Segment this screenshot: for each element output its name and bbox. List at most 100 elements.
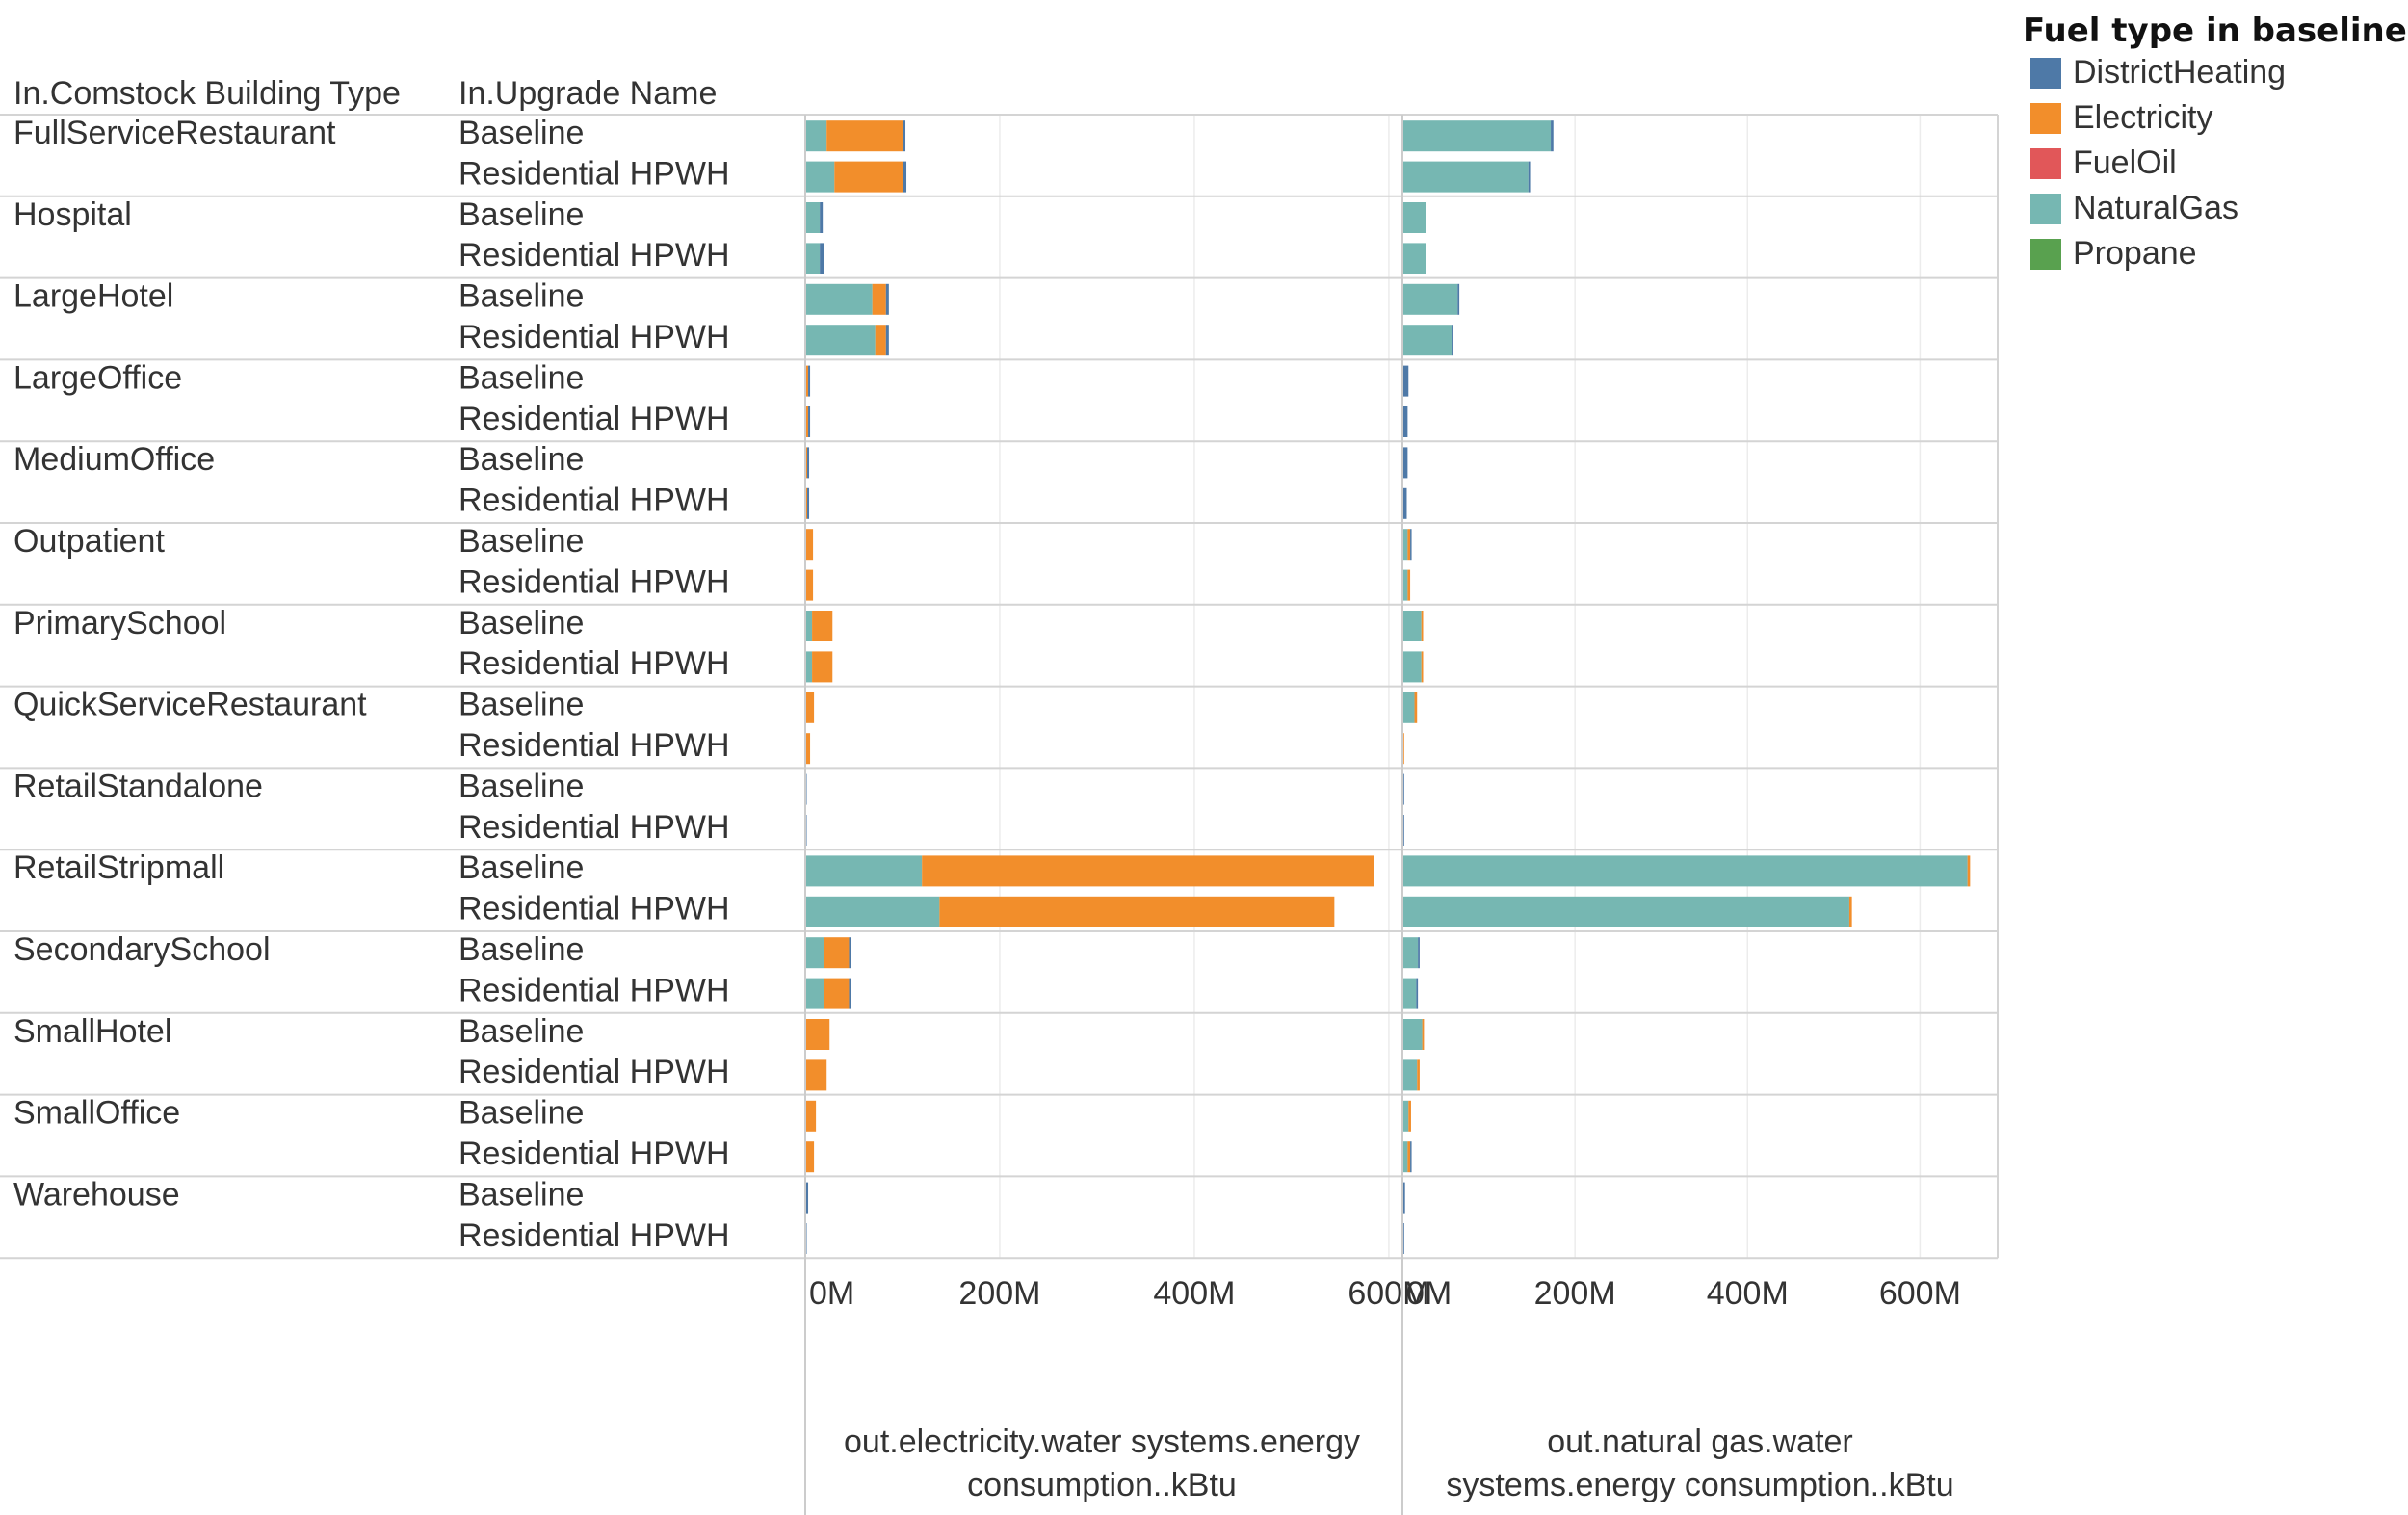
- building-type-label: SecondarySchool: [13, 931, 271, 968]
- bar-segment-naturalgas: [1402, 692, 1415, 723]
- bar-segment-districtheating: [1402, 447, 1408, 479]
- bar-segment-electricity: [805, 487, 808, 519]
- bar-segment-districtheating: [1402, 1182, 1405, 1214]
- tick-label: 200M: [958, 1275, 1040, 1312]
- bar-segment-naturalgas: [1402, 283, 1458, 315]
- bar-segment-electricity: [1408, 1100, 1411, 1132]
- legend-item-naturalgas[interactable]: NaturalGas: [2023, 186, 2403, 231]
- upgrade-label: Residential HPWH: [458, 483, 730, 519]
- legend-label: FuelOil: [2073, 144, 2177, 181]
- bar-segment-electricity: [826, 120, 903, 152]
- tick-label: 400M: [1707, 1275, 1789, 1312]
- bar-segment-electricity: [805, 447, 808, 479]
- bar-segment-naturalgas: [805, 120, 827, 152]
- bar-segment-districtheating: [1402, 487, 1407, 519]
- bar-segment-electricity: [834, 161, 903, 193]
- bar-segment-naturalgas: [1402, 1059, 1418, 1091]
- bar-segment-electricity: [1421, 651, 1424, 683]
- bar-segment-districtheating: [1402, 365, 1409, 397]
- bars: [805, 120, 1971, 1254]
- upgrade-label: Residential HPWH: [458, 563, 730, 600]
- upgrade-label: Baseline: [458, 278, 584, 315]
- axis-title: systems.energy consumption..kBtu: [1446, 1467, 1953, 1503]
- bar-segment-naturalgas: [805, 651, 813, 683]
- bar-segment-electricity: [1414, 692, 1418, 723]
- legend-swatch: [2030, 57, 2061, 89]
- tick-label: 0M: [1406, 1275, 1452, 1312]
- bar-segment-districtheating: [1416, 978, 1419, 1009]
- bar-segment-naturalgas: [805, 325, 876, 356]
- upgrade-label: Baseline: [458, 1095, 584, 1132]
- legend-item-propane[interactable]: Propane: [2023, 231, 2403, 276]
- bar-segment-electricity: [875, 325, 886, 356]
- bar-segment-naturalgas: [1402, 1019, 1423, 1050]
- bar-segment-electricity: [1417, 1059, 1420, 1091]
- bar-segment-naturalgas: [1402, 243, 1426, 274]
- upgrade-label: Residential HPWH: [458, 727, 730, 764]
- bar-segment-electricity: [824, 978, 850, 1009]
- bar-segment-districtheating: [1528, 161, 1531, 193]
- category-labels: FullServiceRestaurant BaselineResidential…: [13, 115, 730, 1254]
- legend-label: DistrictHeating: [2073, 54, 2287, 91]
- bar-segment-electricity: [805, 365, 809, 397]
- upgrade-label: Residential HPWH: [458, 972, 730, 1008]
- bar-segment-electricity: [1422, 1019, 1425, 1050]
- bar-segment-electricity: [805, 529, 814, 561]
- building-type-label: SmallHotel: [13, 1013, 171, 1050]
- tick-label: 0M: [809, 1275, 854, 1312]
- bar-segment-electricity: [805, 692, 815, 723]
- upgrade-label: Baseline: [458, 849, 584, 886]
- bar-segment-districtheating: [903, 161, 907, 193]
- bar-segment-districtheating: [808, 406, 811, 437]
- legend-item-districtheating[interactable]: DistrictHeating: [2023, 50, 2403, 95]
- bar-segment-electricity: [805, 1100, 817, 1132]
- bar-segment-districtheating: [805, 1182, 809, 1214]
- bar-segment-naturalgas: [1402, 1141, 1408, 1173]
- bar-segment-naturalgas: [1402, 1100, 1409, 1132]
- upgrade-label: Residential HPWH: [458, 1136, 730, 1172]
- bar-segment-districtheating: [1452, 325, 1453, 356]
- legend-label: NaturalGas: [2073, 190, 2238, 226]
- bar-segment-naturalgas: [1402, 937, 1419, 969]
- upgrade-label: Baseline: [458, 115, 584, 151]
- bar-segment-districtheating: [1457, 283, 1460, 315]
- upgrade-label: Residential HPWH: [458, 401, 730, 437]
- bar-segment-districtheating: [1551, 120, 1554, 152]
- upgrade-label: Residential HPWH: [458, 891, 730, 927]
- upgrade-label: Baseline: [458, 1013, 584, 1050]
- bar-segment-electricity: [805, 406, 809, 437]
- bar-segment-naturalgas: [1402, 896, 1849, 927]
- row-header-labels: In.Comstock Building Type In.Upgrade Nam…: [13, 75, 717, 112]
- bar-segment-electricity: [1421, 611, 1424, 641]
- building-type-label: PrimarySchool: [13, 605, 226, 641]
- upgrade-label: Baseline: [458, 196, 584, 233]
- bar-segment-electricity: [805, 1019, 830, 1050]
- bar-segment-naturalgas: [1402, 855, 1968, 887]
- legend-title: Fuel type in baseline: [2023, 12, 2407, 50]
- upgrade-label: Baseline: [458, 687, 584, 723]
- bar-segment-naturalgas: [805, 611, 813, 641]
- legend-item-electricity[interactable]: Electricity: [2023, 95, 2403, 141]
- upgrade-label: Residential HPWH: [458, 1054, 730, 1090]
- bar-segment-naturalgas: [1402, 611, 1422, 641]
- building-type-label: Warehouse: [13, 1176, 180, 1213]
- bar-segment-districtheating: [885, 283, 889, 315]
- bar-segment-districtheating: [849, 978, 851, 1009]
- building-type-label: RetailStripmall: [13, 849, 224, 886]
- legend-items: DistrictHeating Electricity FuelOil Natural…: [2023, 50, 2403, 276]
- bar-segment-naturalgas: [805, 978, 824, 1009]
- bar-segment-districtheating: [820, 243, 824, 274]
- upgrade-label: Residential HPWH: [458, 645, 730, 682]
- bar-segment-naturalgas: [805, 202, 821, 233]
- building-type-label: SmallOffice: [13, 1095, 180, 1132]
- bar-segment-districtheating: [885, 325, 889, 356]
- building-type-label: MediumOffice: [13, 441, 215, 478]
- legend-item-fueloil[interactable]: FuelOil: [2023, 141, 2403, 186]
- bar-segment-electricity: [812, 611, 833, 641]
- bar-segment-naturalgas: [1402, 161, 1529, 193]
- upgrade-label: Residential HPWH: [458, 155, 730, 192]
- axis-title: consumption..kBtu: [967, 1467, 1237, 1503]
- bar-segment-electricity: [1967, 855, 1971, 887]
- bar-segment-electricity: [1848, 896, 1852, 927]
- upgrade-label: Residential HPWH: [458, 319, 730, 355]
